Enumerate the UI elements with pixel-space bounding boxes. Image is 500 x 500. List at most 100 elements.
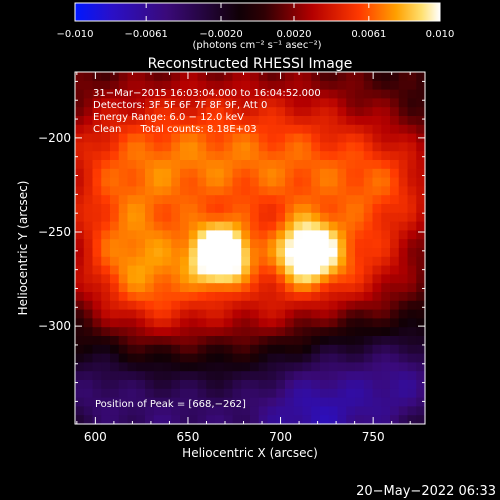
heatmap-cell: [320, 283, 330, 293]
heatmap-cell: [267, 248, 277, 258]
heatmap-cell: [232, 274, 242, 284]
heatmap-cell: [407, 265, 417, 275]
heatmap-cell: [363, 248, 374, 258]
heatmap-cell: [145, 230, 155, 240]
heatmap-cell: [110, 230, 120, 240]
heatmap-cell: [302, 274, 312, 284]
heatmap-cell: [145, 362, 155, 372]
heatmap-cell: [267, 116, 277, 126]
heatmap-cell: [162, 230, 172, 240]
heatmap-cell: [206, 124, 216, 135]
heatmap-cell: [232, 151, 242, 161]
heatmap-cell: [320, 186, 330, 196]
heatmap-cell: [241, 344, 251, 355]
heatmap-cell: [311, 142, 321, 152]
heatmap-cell: [75, 283, 85, 293]
heatmap-cell: [355, 309, 365, 319]
heatmap-cell: [285, 177, 295, 187]
heatmap-cell: [83, 142, 94, 152]
heatmap-cell: [276, 124, 286, 135]
heatmap-cell: [223, 177, 234, 187]
heatmap-cell: [416, 327, 426, 337]
heatmap-cell: [75, 336, 85, 346]
heatmap-cell: [171, 362, 181, 372]
x-tick-label: 650: [177, 430, 200, 444]
heatmap-cell: [197, 327, 207, 337]
heatmap-cell: [153, 300, 164, 311]
heatmap-cell: [101, 256, 111, 267]
heatmap-cell: [101, 371, 111, 381]
heatmap-cell: [232, 353, 242, 363]
heatmap-cell: [136, 362, 146, 372]
heatmap-cell: [241, 292, 251, 302]
heatmap-cell: [162, 327, 172, 337]
heatmap-cell: [390, 265, 400, 275]
heatmap-cell: [223, 80, 234, 91]
heatmap-cell: [206, 98, 216, 108]
heatmap-cell: [188, 415, 199, 425]
heatmap-cell: [285, 212, 295, 223]
heatmap-cell: [346, 151, 356, 161]
heatmap-cell: [302, 116, 312, 126]
heatmap-cell: [258, 177, 269, 187]
heatmap-cell: [258, 380, 269, 390]
heatmap-cell: [197, 116, 207, 126]
heatmap-cell: [302, 230, 312, 240]
heatmap-cell: [285, 133, 295, 143]
peak-position-label: Position of Peak = [668,−262]: [95, 399, 246, 410]
heatmap-cell: [110, 204, 120, 214]
heatmap-cell: [197, 168, 207, 179]
heatmap-cell: [171, 151, 181, 161]
heatmap-cell: [407, 124, 417, 135]
heatmap-cell: [232, 195, 242, 205]
heatmap-cell: [180, 168, 190, 179]
heatmap-cell: [390, 327, 400, 337]
heatmap-cell: [407, 256, 417, 267]
heatmap-cell: [215, 80, 225, 91]
heatmap-cell: [92, 353, 102, 363]
heatmap-cell: [171, 133, 181, 143]
heatmap-cell: [355, 300, 365, 311]
heatmap-cell: [398, 98, 409, 108]
heatmap-cell: [162, 124, 172, 135]
heatmap-cell: [118, 142, 129, 152]
colorbar-tick-label: 0.0020: [277, 29, 312, 40]
heatmap-cell: [276, 248, 286, 258]
heatmap-cell: [83, 309, 94, 319]
heatmap-cell: [83, 195, 94, 205]
heatmap-cell: [311, 195, 321, 205]
heatmap-cell: [110, 160, 120, 170]
heatmap-cell: [398, 177, 409, 187]
heatmap-cell: [363, 274, 374, 284]
heatmap-cell: [250, 248, 260, 258]
heatmap-cell: [328, 353, 339, 363]
heatmap-cell: [215, 283, 225, 293]
heatmap-cell: [75, 406, 85, 416]
heatmap-cell: [363, 353, 374, 363]
heatmap-cell: [197, 133, 207, 143]
heatmap-cell: [258, 292, 269, 302]
heatmap-cell: [145, 256, 155, 267]
heatmap-cell: [101, 124, 111, 135]
heatmap-cell: [285, 318, 295, 328]
heatmap-cell: [180, 133, 190, 143]
heatmap-cell: [215, 362, 225, 372]
heatmap-cell: [180, 230, 190, 240]
heatmap-cell: [101, 177, 111, 187]
heatmap-cell: [258, 107, 269, 117]
heatmap-cell: [363, 406, 374, 416]
heatmap-cell: [145, 371, 155, 381]
heatmap-cell: [215, 388, 225, 399]
heatmap-cell: [110, 283, 120, 293]
heatmap-cell: [162, 80, 172, 91]
heatmap-cell: [258, 151, 269, 161]
heatmap-cell: [407, 142, 417, 152]
heatmap-cell: [215, 292, 225, 302]
heatmap-cell: [302, 80, 312, 91]
heatmap-cell: [136, 151, 146, 161]
heatmap-cell: [250, 195, 260, 205]
heatmap-cell: [328, 397, 339, 407]
heatmap-cell: [180, 344, 190, 355]
heatmap-cell: [328, 221, 339, 231]
heatmap-cell: [171, 415, 181, 425]
